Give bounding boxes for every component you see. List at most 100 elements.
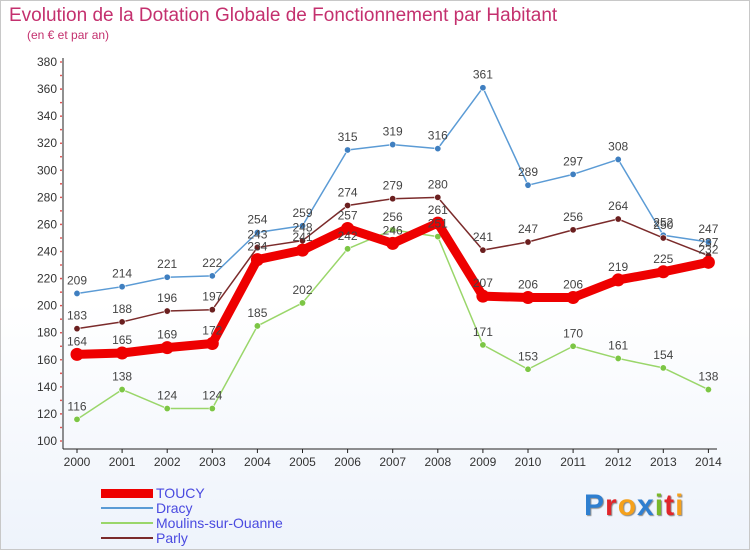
logo-letter: r — [605, 489, 618, 522]
y-axis-minor-dot — [60, 142, 62, 145]
y-axis-minor-dot — [60, 237, 62, 239]
y-axis-minor-dot — [60, 399, 62, 402]
legend-swatch — [101, 522, 153, 524]
y-axis-minor-dot — [60, 331, 62, 334]
data-label-moulins-sur-ouanne: 171 — [473, 325, 493, 339]
y-axis-minor-dot — [60, 250, 62, 253]
data-label-parly: 256 — [563, 210, 583, 224]
data-label-dracy: 289 — [518, 165, 538, 179]
data-label-moulins-sur-ouanne: 116 — [67, 399, 86, 413]
data-point-toucy — [701, 255, 715, 269]
y-tick-label: 220 — [37, 272, 57, 286]
y-axis-minor-dot — [60, 291, 62, 294]
data-point-parly — [434, 193, 442, 201]
data-label-dracy: 209 — [67, 273, 87, 287]
y-axis-minor-dot — [60, 155, 62, 158]
legend-swatch — [101, 488, 153, 498]
x-tick-label: 2009 — [470, 455, 497, 469]
data-label-dracy: 221 — [157, 257, 177, 271]
data-point-parly — [163, 307, 171, 315]
data-label-dracy: 308 — [608, 139, 628, 153]
x-tick-label: 2006 — [334, 455, 361, 469]
data-point-parly — [73, 325, 81, 333]
y-axis-minor-dot — [60, 115, 62, 118]
data-point-moulins-sur-ouanne — [389, 226, 397, 234]
data-point-toucy — [296, 243, 309, 257]
data-label-toucy: 172 — [202, 324, 222, 338]
y-tick-label: 200 — [37, 299, 57, 313]
legend-label: Dracy — [156, 500, 193, 516]
data-point-moulins-sur-ouanne — [659, 364, 667, 372]
data-label-parly: 197 — [202, 290, 222, 304]
logo-letter: i — [675, 489, 685, 522]
y-tick-label: 240 — [37, 245, 57, 259]
y-tick-label: 180 — [37, 326, 57, 340]
data-point-dracy — [524, 181, 532, 189]
y-axis-minor-dot — [60, 358, 62, 361]
data-label-toucy: 241 — [292, 230, 312, 244]
y-axis-minor-dot — [60, 372, 62, 375]
data-point-toucy — [205, 337, 219, 351]
data-point-moulins-sur-ouanne — [479, 341, 487, 349]
data-label-toucy: 225 — [653, 252, 673, 266]
data-label-toucy: 169 — [157, 328, 177, 342]
data-point-moulins-sur-ouanne — [704, 386, 712, 394]
data-point-dracy — [614, 155, 622, 163]
data-point-toucy — [431, 216, 445, 230]
y-axis-minor-dot — [60, 169, 62, 172]
data-label-toucy: 246 — [383, 223, 403, 237]
data-label-moulins-sur-ouanne: 202 — [292, 283, 312, 297]
data-point-toucy — [341, 221, 355, 235]
data-point-dracy — [298, 222, 306, 230]
y-axis-minor-dot — [60, 345, 62, 348]
x-tick-label: 2001 — [109, 455, 136, 469]
legend-label: TOUCY — [156, 485, 205, 501]
data-label-moulins-sur-ouanne: 154 — [653, 348, 673, 362]
chart-subtitle: (en € et par an) — [27, 28, 110, 42]
y-tick-label: 360 — [37, 82, 57, 96]
data-label-parly: 247 — [518, 222, 538, 236]
data-point-parly — [208, 306, 216, 314]
data-point-parly — [253, 243, 261, 251]
data-point-toucy — [160, 341, 174, 355]
x-tick-label: 2012 — [605, 455, 632, 469]
y-axis-minor-dot — [60, 182, 62, 185]
data-label-toucy: 206 — [563, 278, 583, 292]
logo-letter: o — [617, 489, 638, 522]
data-label-moulins-sur-ouanne: 185 — [247, 306, 267, 320]
data-label-dracy: 316 — [428, 129, 448, 143]
y-tick-label: 300 — [37, 163, 57, 177]
y-tick-label: 120 — [37, 407, 57, 421]
logo-letter: t — [664, 489, 676, 522]
y-axis-minor-dot — [60, 277, 62, 280]
data-point-parly — [614, 215, 622, 223]
data-label-toucy: 164 — [67, 334, 87, 348]
data-label-dracy: 214 — [112, 267, 132, 281]
data-point-moulins-sur-ouanne — [344, 245, 352, 253]
data-point-parly — [479, 246, 487, 254]
data-label-parly: 241 — [473, 230, 493, 244]
data-label-parly: 264 — [608, 199, 628, 213]
data-point-parly — [569, 226, 577, 234]
y-tick-label: 320 — [37, 136, 57, 150]
data-point-moulins-sur-ouanne — [569, 342, 577, 350]
data-label-moulins-sur-ouanne: 256 — [383, 210, 403, 224]
data-point-moulins-sur-ouanne — [253, 322, 261, 330]
y-tick-label: 380 — [37, 55, 57, 69]
data-point-moulins-sur-ouanne — [163, 405, 171, 413]
data-label-parly: 280 — [428, 177, 448, 191]
chart-title: Evolution de la Dotation Globale de Fonc… — [9, 5, 558, 26]
x-tick-label: 2005 — [289, 455, 316, 469]
data-label-dracy: 252 — [653, 215, 673, 229]
data-point-dracy — [569, 170, 577, 178]
legend-label: Moulins-sur-Ouanne — [156, 515, 283, 531]
data-label-dracy: 247 — [698, 222, 718, 236]
y-axis-minor-dot — [60, 426, 62, 429]
y-tick-label: 160 — [37, 353, 57, 367]
data-label-moulins-sur-ouanne: 161 — [608, 338, 628, 352]
logo-letter: P — [584, 489, 606, 522]
y-axis-minor-dot — [60, 304, 62, 307]
data-label-moulins-sur-ouanne: 138 — [112, 370, 132, 384]
